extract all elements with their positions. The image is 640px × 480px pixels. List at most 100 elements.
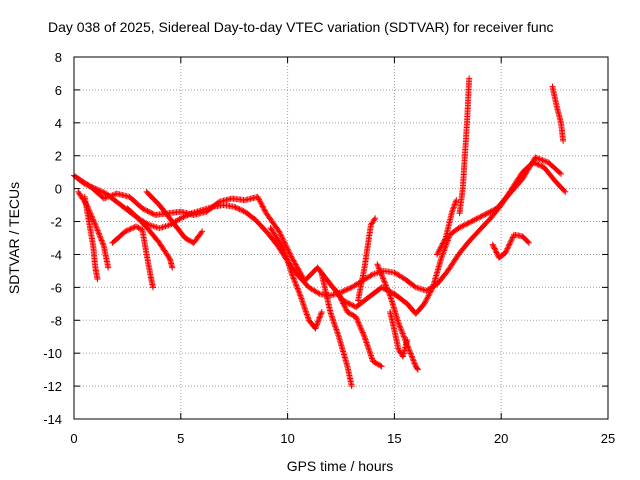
data-point-run: [387, 309, 397, 332]
series-track-e: [109, 223, 157, 291]
plot-frame: [73, 56, 609, 420]
data-point-run: [361, 223, 374, 271]
data-point: [525, 239, 532, 246]
data-point-run: [387, 292, 402, 326]
data-point-run: [344, 363, 355, 388]
data-point-run: [496, 250, 508, 261]
series-track-i: [318, 271, 355, 390]
data-point-run: [135, 215, 151, 232]
data-point-run: [229, 195, 247, 203]
data-point-run: [468, 212, 486, 225]
data-point-run: [143, 188, 162, 207]
data-point-run: [220, 202, 236, 210]
series-track-d: [75, 188, 112, 271]
chart-title: Day 038 of 2025, Sidereal Day-to-day VTE…: [48, 19, 554, 35]
data-point-run: [466, 227, 482, 245]
data-point-run: [391, 290, 410, 306]
y-tick-label: 0: [55, 182, 62, 197]
data-point-run: [306, 284, 322, 297]
grid: [74, 57, 608, 419]
data-point-run: [444, 252, 461, 274]
data-point-run: [370, 358, 384, 369]
data-point-run: [297, 292, 312, 322]
y-tick-label: 8: [55, 50, 62, 65]
data-point-run: [335, 333, 350, 368]
data-point-run: [156, 239, 173, 262]
data-point-run: [361, 333, 376, 363]
data-point-run: [145, 226, 162, 245]
data-point-run: [365, 285, 384, 301]
data-point-run: [545, 159, 563, 176]
data-point-run: [241, 208, 258, 222]
data-point-run: [374, 261, 393, 298]
data-point-run: [438, 233, 453, 261]
x-axis-label: GPS time / hours: [287, 458, 394, 474]
data-point-run: [553, 103, 564, 125]
data-point-run: [276, 228, 295, 260]
data-point-run: [139, 226, 150, 256]
series-track-n: [456, 75, 473, 217]
series-track-l: [374, 261, 421, 373]
data-point: [558, 170, 565, 177]
data-point-run: [327, 309, 342, 339]
data-point-run: [83, 202, 98, 227]
data-point-run: [446, 226, 461, 238]
data-point-run: [519, 155, 538, 182]
data-point-run: [147, 274, 156, 289]
data-point-run: [412, 363, 421, 372]
data-point-run: [459, 154, 468, 192]
data-point-run: [434, 236, 448, 258]
series-track-g: [143, 188, 206, 246]
data-point-run: [506, 176, 525, 197]
data-point-run: [434, 269, 450, 288]
data-point-run: [429, 256, 444, 291]
data-point-run: [391, 269, 407, 282]
data-point-run: [156, 202, 175, 224]
data-point-run: [540, 164, 557, 183]
data-point-run: [455, 219, 473, 232]
data-point-run: [231, 203, 247, 215]
data-point-run: [402, 276, 418, 290]
y-tick-label: -10: [43, 346, 62, 361]
y-tick-label: -8: [50, 313, 62, 328]
y-tick-label: 6: [55, 83, 62, 98]
data-point-run: [288, 271, 303, 298]
data-point-run: [312, 310, 325, 332]
data-point-run: [391, 327, 402, 352]
data-point-run: [126, 193, 145, 211]
data-point: [453, 197, 460, 204]
data-point: [560, 137, 567, 144]
data-point-run: [109, 229, 128, 246]
data-point-run: [132, 223, 145, 233]
data-point-run: [267, 225, 286, 250]
data-point-run: [353, 314, 367, 339]
data-point: [169, 264, 176, 271]
data-point-run: [449, 198, 459, 215]
x-tick-label: 10: [280, 431, 294, 446]
data-point: [105, 264, 112, 271]
y-tick-label: -4: [50, 247, 62, 262]
data-point-run: [489, 241, 502, 260]
y-tick-label: -2: [50, 215, 62, 230]
data-point: [318, 309, 325, 316]
data-point: [372, 215, 379, 222]
data-point-run: [481, 206, 499, 218]
data-point-run: [493, 191, 512, 212]
data-point-run: [288, 254, 307, 283]
x-tick-label: 5: [177, 431, 184, 446]
data-point-run: [353, 295, 371, 311]
data-point-run: [318, 271, 333, 314]
data-point-run: [399, 338, 410, 360]
data-points: [71, 75, 569, 390]
data-point-run: [333, 287, 350, 314]
x-tick-label: 15: [387, 431, 401, 446]
data-point-run: [412, 301, 427, 317]
data-point-run: [252, 216, 269, 234]
data-point: [404, 337, 411, 344]
data-point-run: [456, 187, 466, 217]
data-point-run: [502, 233, 517, 256]
series-track-p: [549, 83, 567, 144]
data-point-run: [367, 216, 378, 228]
data-point-run: [169, 218, 188, 240]
data-point-run: [139, 205, 157, 218]
